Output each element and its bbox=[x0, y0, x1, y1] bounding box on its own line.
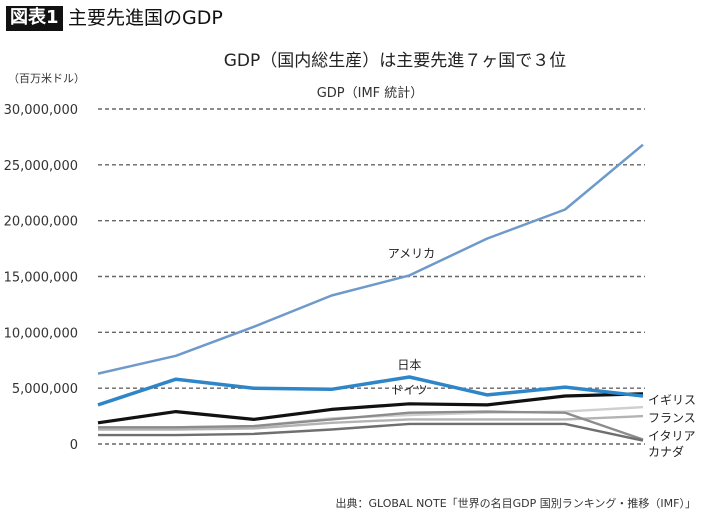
series-line bbox=[97, 143, 644, 375]
chart-title: GDP（国内総生産）は主要先進７ヶ国で３位 bbox=[223, 51, 567, 71]
series-label: フランス bbox=[648, 411, 696, 425]
y-tick-label: 10,000,000 bbox=[4, 326, 78, 341]
series-line bbox=[97, 405, 644, 430]
y-axis-unit-label: （百万米ドル） bbox=[8, 72, 85, 85]
y-axis-ticks: 0 5,000,000 10,000,000 15,000,000 20,000,000… bbox=[4, 103, 78, 453]
series-line bbox=[98, 410, 644, 441]
y-tick-label: 0 bbox=[70, 438, 78, 453]
y-tick-label: 30,000,000 bbox=[4, 103, 78, 118]
series-lines bbox=[97, 143, 644, 442]
series-label: イタリア bbox=[648, 429, 696, 443]
y-tick-label: 15,000,000 bbox=[4, 271, 78, 286]
series-line bbox=[97, 375, 644, 407]
figure-badge: 図表1 bbox=[6, 6, 63, 31]
figure-title: 主要先進国のGDP bbox=[68, 7, 223, 29]
series-label: アメリカ bbox=[388, 246, 435, 260]
series-label: イギリス bbox=[648, 393, 696, 407]
series-line bbox=[97, 392, 644, 425]
y-tick-label: 25,000,000 bbox=[4, 159, 78, 174]
series-label: ドイツ bbox=[391, 383, 427, 397]
series-label: カナダ bbox=[648, 444, 684, 459]
source-note: 出典：GLOBAL NOTE「世界の名目GDP 国別ランキング・推移（IMF）」 bbox=[335, 497, 696, 510]
series-line bbox=[98, 414, 644, 431]
chart-subtitle: GDP（IMF 統計） bbox=[316, 86, 424, 101]
y-tick-label: 20,000,000 bbox=[4, 215, 78, 230]
gridlines bbox=[98, 108, 645, 445]
y-tick-label: 5,000,000 bbox=[12, 382, 78, 397]
series-label: 日本 bbox=[397, 358, 421, 372]
series-line bbox=[98, 422, 644, 442]
